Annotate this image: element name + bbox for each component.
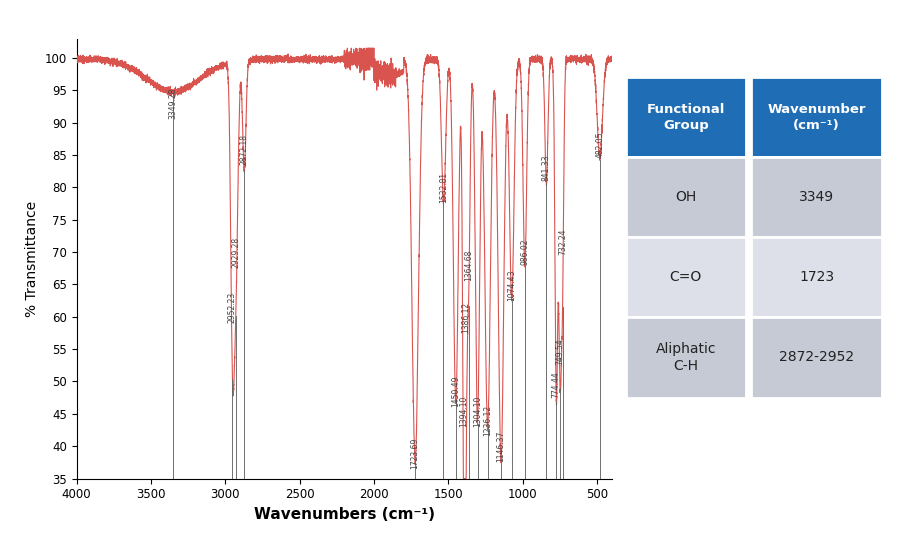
X-axis label: Wavenumbers (cm⁻¹): Wavenumbers (cm⁻¹) [254, 507, 435, 522]
Text: 749.54: 749.54 [555, 338, 564, 365]
Text: 482.05: 482.05 [595, 131, 604, 158]
FancyBboxPatch shape [626, 77, 746, 157]
Text: 3349: 3349 [799, 190, 834, 204]
Text: 3349.28: 3349.28 [169, 88, 178, 119]
Text: 1304.10: 1304.10 [473, 395, 482, 427]
Text: OH: OH [675, 190, 697, 204]
Text: 2872.18: 2872.18 [239, 134, 248, 164]
Text: 841.33: 841.33 [542, 155, 551, 181]
Text: 986.02: 986.02 [520, 239, 529, 265]
FancyBboxPatch shape [752, 77, 882, 157]
Text: 1364.68: 1364.68 [464, 250, 473, 281]
Text: 1532.81: 1532.81 [439, 172, 448, 204]
Text: 1074.43: 1074.43 [508, 269, 517, 300]
FancyBboxPatch shape [626, 157, 746, 237]
Text: 2872-2952: 2872-2952 [779, 350, 854, 365]
Text: 2929.28: 2929.28 [231, 237, 240, 268]
FancyBboxPatch shape [752, 157, 882, 237]
Text: 1236.12: 1236.12 [483, 405, 492, 437]
FancyBboxPatch shape [626, 237, 746, 317]
Text: 774.44: 774.44 [552, 371, 561, 398]
Text: 1723: 1723 [799, 271, 834, 284]
FancyBboxPatch shape [752, 317, 882, 398]
FancyBboxPatch shape [626, 317, 746, 398]
Text: 2952.23: 2952.23 [228, 292, 237, 323]
Text: 1386.12: 1386.12 [461, 302, 470, 333]
Text: Aliphatic
C-H: Aliphatic C-H [655, 342, 716, 372]
Text: Functional
Group: Functional Group [646, 102, 725, 131]
Text: 732.24: 732.24 [558, 229, 567, 255]
Text: 1450.49: 1450.49 [451, 376, 460, 408]
Text: 1146.37: 1146.37 [497, 431, 506, 463]
Text: 1723.69: 1723.69 [410, 437, 419, 469]
Text: 1394.10: 1394.10 [460, 395, 469, 427]
FancyBboxPatch shape [752, 237, 882, 317]
Y-axis label: % Transmittance: % Transmittance [25, 200, 39, 317]
Text: C=O: C=O [670, 271, 702, 284]
Text: Wavenumber
(cm⁻¹): Wavenumber (cm⁻¹) [768, 102, 866, 131]
